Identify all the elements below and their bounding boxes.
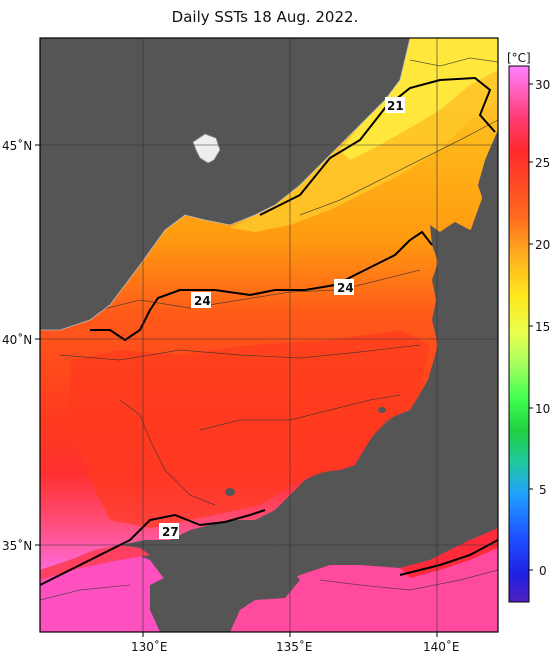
colorbar-tick-25: 25	[535, 156, 550, 170]
colorbar-gradient	[508, 65, 530, 603]
lon-label-140: 140˚E	[423, 639, 460, 654]
colorbar: [°C] 30 25 20 15 10 5 0	[507, 51, 550, 603]
map-frame	[39, 37, 499, 633]
colorbar-tick-15: 15	[535, 320, 550, 334]
lat-label-45: 45˚N	[2, 138, 32, 153]
svg-text:27: 27	[162, 525, 179, 539]
lon-label-130: 130˚E	[131, 639, 168, 654]
svg-text:24: 24	[194, 294, 211, 308]
axis-ticks	[35, 144, 438, 637]
isotherm-21-line	[259, 76, 496, 216]
colorbar-tick-10: 10	[535, 402, 550, 416]
colorbar-tick-20: 20	[535, 238, 550, 252]
svg-text:21: 21	[387, 99, 404, 113]
isotherm-label-24-east: 24	[334, 279, 354, 295]
thin-isotherms	[40, 57, 498, 601]
isotherm-label-27: 27	[159, 523, 179, 539]
colorbar-tick-5: 5	[539, 483, 547, 497]
colorbar-tick-30: 30	[535, 78, 550, 92]
isotherm-label-21: 21	[385, 97, 405, 113]
colorbar-unit: [°C]	[507, 51, 531, 65]
isotherm-24-line	[90, 230, 433, 342]
kyushu-land	[150, 572, 230, 632]
map-panel	[40, 38, 498, 632]
colorbar-tick-0: 0	[539, 564, 547, 578]
page-title: Daily SSTs 18 Aug. 2022.	[171, 8, 359, 26]
lat-label-35: 35˚N	[2, 538, 32, 553]
svg-text:24: 24	[337, 281, 354, 295]
isotherm-label-24-west: 24	[191, 292, 211, 308]
labelled-isotherms	[40, 76, 498, 586]
isotherm-27-line	[40, 509, 266, 586]
hokkaido-land	[440, 150, 498, 250]
lake-khanka	[192, 133, 221, 164]
lon-label-135: 135˚E	[276, 639, 313, 654]
honshu-land	[195, 160, 498, 562]
lat-label-40: 40˚N	[2, 332, 32, 347]
graticule	[40, 38, 498, 632]
pacific-sea	[230, 530, 498, 632]
shikoku-land	[230, 568, 300, 600]
